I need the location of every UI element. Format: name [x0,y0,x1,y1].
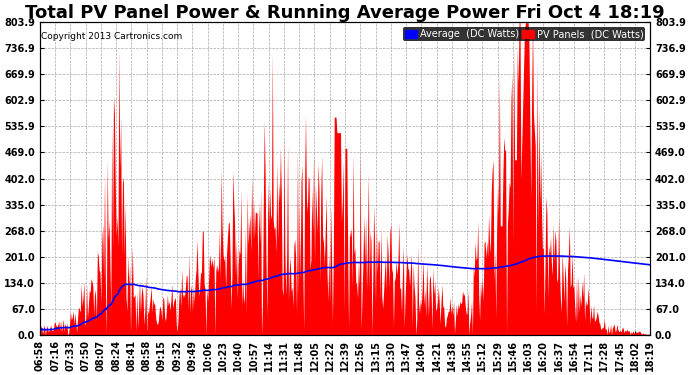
Text: Copyright 2013 Cartronics.com: Copyright 2013 Cartronics.com [41,32,182,41]
Legend: Average  (DC Watts), PV Panels  (DC Watts): Average (DC Watts), PV Panels (DC Watts) [404,27,645,41]
Title: Total PV Panel Power & Running Average Power Fri Oct 4 18:19: Total PV Panel Power & Running Average P… [26,4,664,22]
